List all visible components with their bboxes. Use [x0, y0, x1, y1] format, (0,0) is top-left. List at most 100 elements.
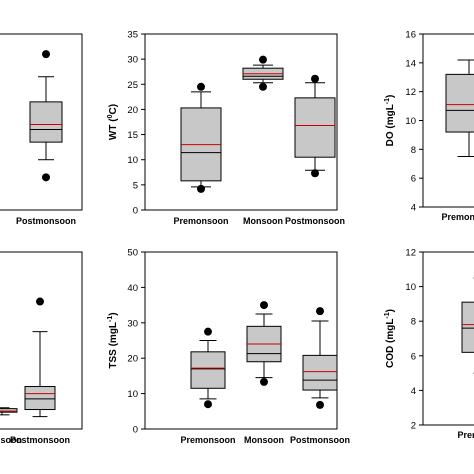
y-tick-label: 12: [405, 87, 416, 98]
y-axis-label-unit: C): [108, 104, 119, 115]
box-premonsoon: [190, 327, 226, 409]
x-category-label: Monsoon: [243, 216, 283, 226]
panel-5: 0 10 20 30 40 50 TSS (mgL-1) Premonsoon Monsoon P…: [107, 248, 350, 446]
y-tick-label: 4: [411, 203, 416, 214]
box-monsoon: [246, 301, 282, 386]
y-axis-label: COD (mgL-1): [384, 309, 396, 368]
y-tick-label: 30: [127, 318, 138, 329]
y-axis-label-unit: ): [385, 309, 396, 312]
outlier-point: [260, 301, 268, 310]
outlier-point: [311, 74, 319, 83]
y-axis-label: DO (mgL-1): [384, 95, 396, 147]
x-category-label: Premonsoon: [180, 435, 235, 445]
panel-1: Postmonsoon: [0, 33, 83, 226]
plot-frame: [144, 251, 338, 430]
y-tick-label: 5: [133, 180, 138, 191]
y-tick-label: 50: [127, 248, 138, 259]
x-category-label: Premonsoon: [457, 430, 474, 440]
y-axis-label-sup: -1: [107, 316, 114, 322]
y-axis-label-sup: -1: [384, 312, 391, 318]
y-tick-label: 20: [127, 105, 138, 116]
outlier-point: [260, 377, 268, 386]
plot-frame: [0, 33, 83, 211]
y-axis-label-unit: ): [108, 312, 119, 315]
panel-3: 4 6 8 10 12 14 16 DO (mgL-1) Premonsoon: [384, 30, 474, 222]
outlier-point: [36, 297, 44, 306]
box-premonsoon: [461, 277, 474, 374]
box-body: [29, 101, 63, 143]
y-tick-label: 25: [127, 80, 138, 91]
y-axis-label: TSS (mgL-1): [107, 312, 119, 368]
y-tick-label: 8: [411, 317, 416, 328]
y-tick-label: 10: [127, 155, 138, 166]
y-axis-label: WT (0C): [107, 104, 119, 140]
box-postmonsoon: [294, 74, 336, 178]
y-tick-label: 15: [127, 130, 138, 141]
x-category-label: Premonsoon: [441, 212, 474, 222]
box-postmonsoon: [24, 297, 56, 418]
box-body: [294, 97, 336, 158]
box-body: [445, 73, 474, 133]
box-body: [302, 354, 338, 391]
y-axis-label-unit: ): [385, 95, 396, 98]
outlier-point: [197, 184, 205, 193]
x-category-label: Premonsoon: [173, 216, 228, 226]
x-category-label: Monsoon: [0, 435, 22, 445]
y-tick-label: 14: [405, 58, 416, 69]
y-tick-label: 0: [133, 425, 138, 436]
box-body: [461, 301, 474, 353]
outlier-point: [311, 169, 319, 178]
y-axis-label-base: DO (mgL: [385, 104, 396, 146]
box-body: [190, 351, 226, 389]
box-body: [0, 408, 18, 413]
x-category-label: Postmonsoon: [285, 216, 345, 226]
panel-6: 2 4 6 8 10 12 COD (mgL-1) Premonsoon: [384, 248, 474, 440]
y-axis-label-base: TSS (mgL: [108, 322, 119, 369]
plot-frame: [0, 251, 83, 430]
y-tick-label: 6: [411, 351, 416, 362]
outlier-point: [42, 50, 50, 59]
x-category-label: Monsoon: [244, 435, 284, 445]
plot-frame: [422, 251, 474, 426]
outlier-point: [42, 173, 50, 182]
y-tick-label: 10: [127, 389, 138, 400]
outlier-point: [197, 82, 205, 91]
box-postmonsoon: [302, 307, 338, 409]
y-tick-label: 12: [405, 248, 416, 259]
y-tick-label: 20: [127, 354, 138, 365]
y-axis-label-base: COD (mgL: [385, 319, 396, 368]
box-postmonsoon: [29, 50, 63, 182]
y-tick-label: 6: [411, 174, 416, 185]
y-axis-label-sup: -1: [384, 98, 391, 104]
y-tick-label: 30: [127, 55, 138, 66]
y-tick-label: 8: [411, 145, 416, 156]
outlier-point: [204, 327, 212, 336]
y-tick-label: 4: [411, 386, 416, 397]
outlier-point: [204, 400, 212, 409]
x-category-label: Postmonsoon: [10, 435, 70, 445]
box-premonsoon: [180, 82, 222, 193]
y-tick-label: 16: [405, 30, 416, 41]
box-premonsoon: [445, 59, 474, 158]
y-tick-label: 10: [405, 282, 416, 293]
x-category-label: Postmonsoon: [16, 216, 76, 226]
box-monsoon: [242, 55, 284, 91]
y-tick-label: 2: [411, 421, 416, 432]
outlier-point: [316, 400, 324, 409]
y-tick-label: 10: [405, 116, 416, 127]
box-monsoon: [0, 407, 18, 416]
outlier-point: [316, 307, 324, 316]
x-category-label: Postmonsoon: [290, 435, 350, 445]
y-tick-label: 40: [127, 283, 138, 294]
box-body: [24, 386, 56, 411]
y-axis-label-sup: 0: [107, 114, 114, 118]
outlier-point: [259, 82, 267, 91]
y-tick-label: 0: [133, 206, 138, 217]
outlier-point: [259, 55, 267, 64]
plot-frame: [144, 33, 338, 211]
y-axis-label-base: WT (: [108, 118, 119, 140]
y-tick-label: 35: [127, 30, 138, 41]
